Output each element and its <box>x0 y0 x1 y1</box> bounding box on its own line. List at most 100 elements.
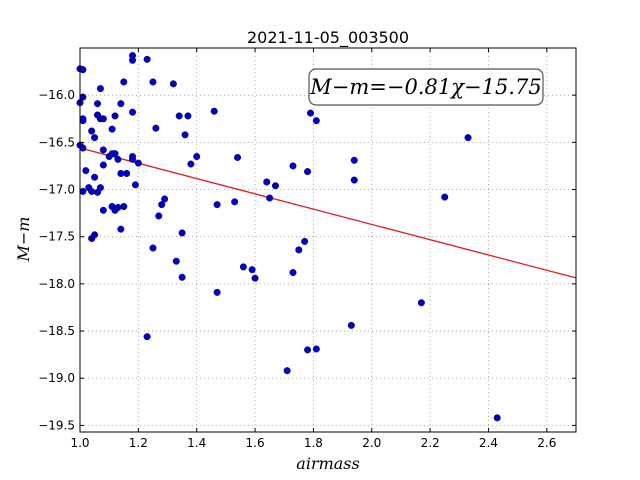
data-point <box>213 201 221 209</box>
x-tick-label: 2.2 <box>421 436 440 450</box>
data-point <box>312 117 320 125</box>
data-point <box>91 134 99 142</box>
data-point <box>111 112 119 120</box>
data-point <box>213 288 221 296</box>
fit-line-layer <box>79 147 577 279</box>
data-point <box>96 184 104 192</box>
data-point <box>99 115 107 123</box>
data-point <box>114 155 122 163</box>
y-tick-label: −18.5 <box>38 324 75 338</box>
data-point <box>94 100 102 108</box>
data-point <box>464 134 472 142</box>
y-tick-label: −16.0 <box>38 88 75 102</box>
data-point <box>117 100 125 108</box>
data-point <box>304 168 312 176</box>
data-point <box>289 269 297 277</box>
data-point <box>91 231 99 239</box>
data-point <box>99 206 107 214</box>
data-point <box>79 66 87 74</box>
data-point <box>129 52 137 60</box>
data-point <box>158 201 166 209</box>
x-axis-label: airmass <box>296 454 359 473</box>
data-point <box>231 198 239 206</box>
data-point <box>143 333 151 341</box>
data-point <box>155 212 163 220</box>
data-point <box>134 159 142 167</box>
y-tick-label: −19.0 <box>38 371 75 385</box>
data-point <box>123 169 131 177</box>
data-point <box>88 127 96 135</box>
data-point <box>91 173 99 181</box>
data-point <box>175 112 183 120</box>
data-point <box>96 85 104 93</box>
x-tick-label: 1.4 <box>187 436 206 450</box>
data-point <box>187 160 195 168</box>
data-point <box>350 156 358 164</box>
data-point <box>295 246 303 254</box>
y-tick-label: −17.5 <box>38 230 75 244</box>
data-point <box>129 153 137 161</box>
data-point <box>99 146 107 154</box>
data-point <box>120 203 128 211</box>
data-point <box>108 125 116 133</box>
x-tick-label: 2.0 <box>362 436 381 450</box>
data-point <box>312 345 320 353</box>
chart-title: 2021-11-05_003500 <box>247 28 409 48</box>
data-point <box>94 111 102 119</box>
data-point <box>234 153 242 161</box>
y-tick-label: −17.0 <box>38 183 75 197</box>
x-tick-label: 1.6 <box>246 436 265 450</box>
data-point <box>120 78 128 86</box>
data-point <box>181 131 189 139</box>
data-point <box>350 176 358 184</box>
y-tick-label: −16.5 <box>38 135 75 149</box>
data-point <box>88 187 96 195</box>
data-point <box>172 257 180 265</box>
y-axis-label: M−m <box>14 217 33 263</box>
data-point <box>79 117 87 125</box>
data-points <box>76 52 501 422</box>
data-point <box>178 273 186 281</box>
fit-line <box>79 147 577 279</box>
data-point <box>239 263 247 271</box>
data-point <box>149 244 157 252</box>
data-point <box>441 193 449 201</box>
annotation-text: M−m=−0.81χ−15.75 <box>309 75 541 99</box>
data-point <box>347 321 355 329</box>
data-point <box>493 414 501 422</box>
data-point <box>193 153 201 161</box>
plot-frame <box>79 47 577 433</box>
data-point <box>251 274 259 282</box>
fit-annotation: M−m=−0.81χ−15.75 <box>308 68 544 106</box>
y-tick-label: −18.0 <box>38 277 75 291</box>
data-point <box>306 109 314 117</box>
axis-ticks: 1.0 1.2 1.4 1.6 1.8 2.0 2.2 2.4 2.6 −16.0 −16.5 −17… <box>38 48 576 450</box>
data-point <box>117 225 125 233</box>
data-point <box>210 107 218 115</box>
data-point <box>271 182 279 190</box>
data-point <box>169 80 177 88</box>
data-point <box>111 150 119 158</box>
data-point <box>178 229 186 237</box>
x-tick-label: 1.8 <box>304 436 323 450</box>
data-point <box>304 346 312 354</box>
data-point <box>79 144 87 152</box>
data-point <box>149 78 157 86</box>
data-point <box>263 178 271 186</box>
data-point <box>266 194 274 202</box>
data-point <box>99 161 107 169</box>
annotation-box <box>308 68 544 106</box>
y-tick-label: −19.5 <box>38 418 75 432</box>
data-point <box>283 367 291 375</box>
x-tick-label: 1.2 <box>129 436 148 450</box>
x-tick-label: 2.4 <box>479 436 498 450</box>
data-point <box>117 169 125 177</box>
data-point <box>184 112 192 120</box>
data-point <box>131 181 139 189</box>
data-point <box>143 55 151 63</box>
data-point <box>114 203 122 211</box>
data-point <box>82 167 90 175</box>
data-point <box>129 108 137 116</box>
data-point <box>161 195 169 203</box>
